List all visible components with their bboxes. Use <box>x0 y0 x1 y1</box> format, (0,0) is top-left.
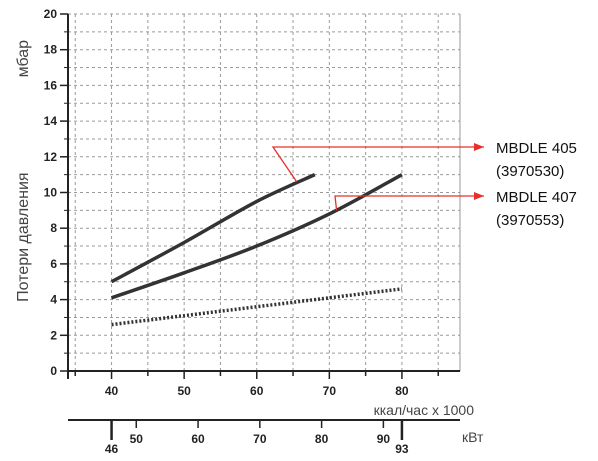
y-tick-label: 0 <box>50 364 57 378</box>
callouts <box>271 143 484 211</box>
axes <box>60 13 460 440</box>
series-group <box>110 173 403 327</box>
x-tick-label: 50 <box>177 384 191 398</box>
x2-tick-label: 70 <box>253 432 267 446</box>
x2-tick-label: 60 <box>191 432 205 446</box>
y-tick-label: 20 <box>44 7 58 21</box>
x-tick-label: 70 <box>323 384 337 398</box>
y-tick-label: 10 <box>44 186 58 200</box>
x2-tick-label: 80 <box>315 432 329 446</box>
x2-tick-label: 50 <box>130 432 144 446</box>
x-tick-label: 40 <box>105 384 119 398</box>
y-tick-label: 18 <box>44 43 58 57</box>
callout-arrow-407 <box>334 195 484 211</box>
y-tick-label: 16 <box>44 78 58 92</box>
y-tick-label: 8 <box>50 221 57 235</box>
callout-code-1: (3970553) <box>496 212 564 229</box>
series-line-0 <box>110 173 316 284</box>
y-axis-label: Потери давления <box>15 172 32 301</box>
callout-code-0: (3970530) <box>496 163 564 180</box>
y-tick-label: 6 <box>50 257 57 271</box>
x2-tick-label: 46 <box>105 442 119 456</box>
callout-arrow-407-head <box>474 192 484 200</box>
callout-name-0: MBDLE 405 <box>496 140 577 157</box>
x-tick-label: 80 <box>395 384 409 398</box>
y-tick-label: 2 <box>50 328 57 342</box>
series-line-1 <box>110 173 403 300</box>
callout-arrow-405-head <box>474 143 484 151</box>
grid <box>68 13 461 371</box>
x-tick-label: 60 <box>250 384 264 398</box>
x2-tick-label: 93 <box>395 442 409 456</box>
y-axis-unit: мбар <box>15 40 32 78</box>
y-tick-label: 14 <box>44 114 58 128</box>
x-axis-label: ккал/час х 1000 <box>374 402 475 418</box>
x2-axis-label: кВт <box>462 429 484 445</box>
y-tick-label: 12 <box>44 150 58 164</box>
callout-name-1: MBDLE 407 <box>496 189 577 206</box>
series-line-2 <box>111 287 403 327</box>
callout-arrow-405 <box>271 146 484 183</box>
x2-tick-label: 90 <box>377 432 391 446</box>
y-tick-label: 4 <box>50 293 57 307</box>
